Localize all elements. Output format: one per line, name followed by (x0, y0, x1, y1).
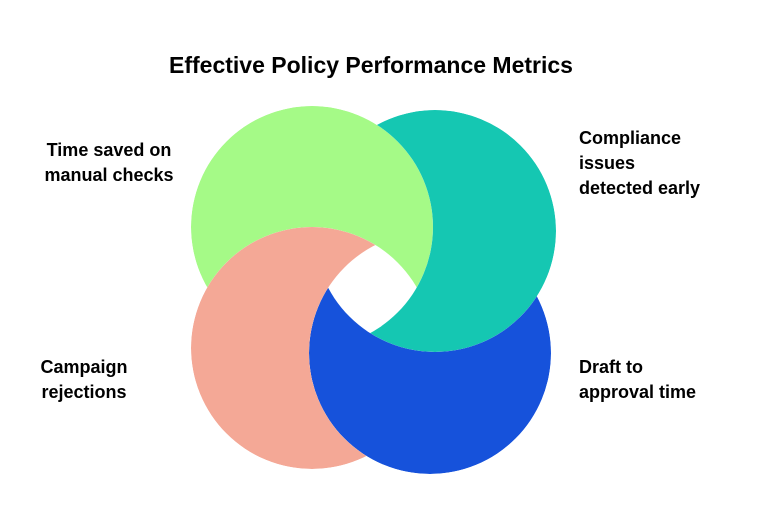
label-time-saved-on-manual-checks: Time saved on manual checks (44, 140, 174, 185)
label-draft-to-approval-time: Draft to approval time (579, 357, 697, 402)
circle-campaign-rejections (191, 227, 433, 469)
label-compliance-issues-detected-early: Compliance issues detected early (579, 128, 701, 198)
label-campaign-rejections: Campaign rejections (40, 357, 128, 402)
diagram-title: Effective Policy Performance Metrics (169, 52, 573, 78)
